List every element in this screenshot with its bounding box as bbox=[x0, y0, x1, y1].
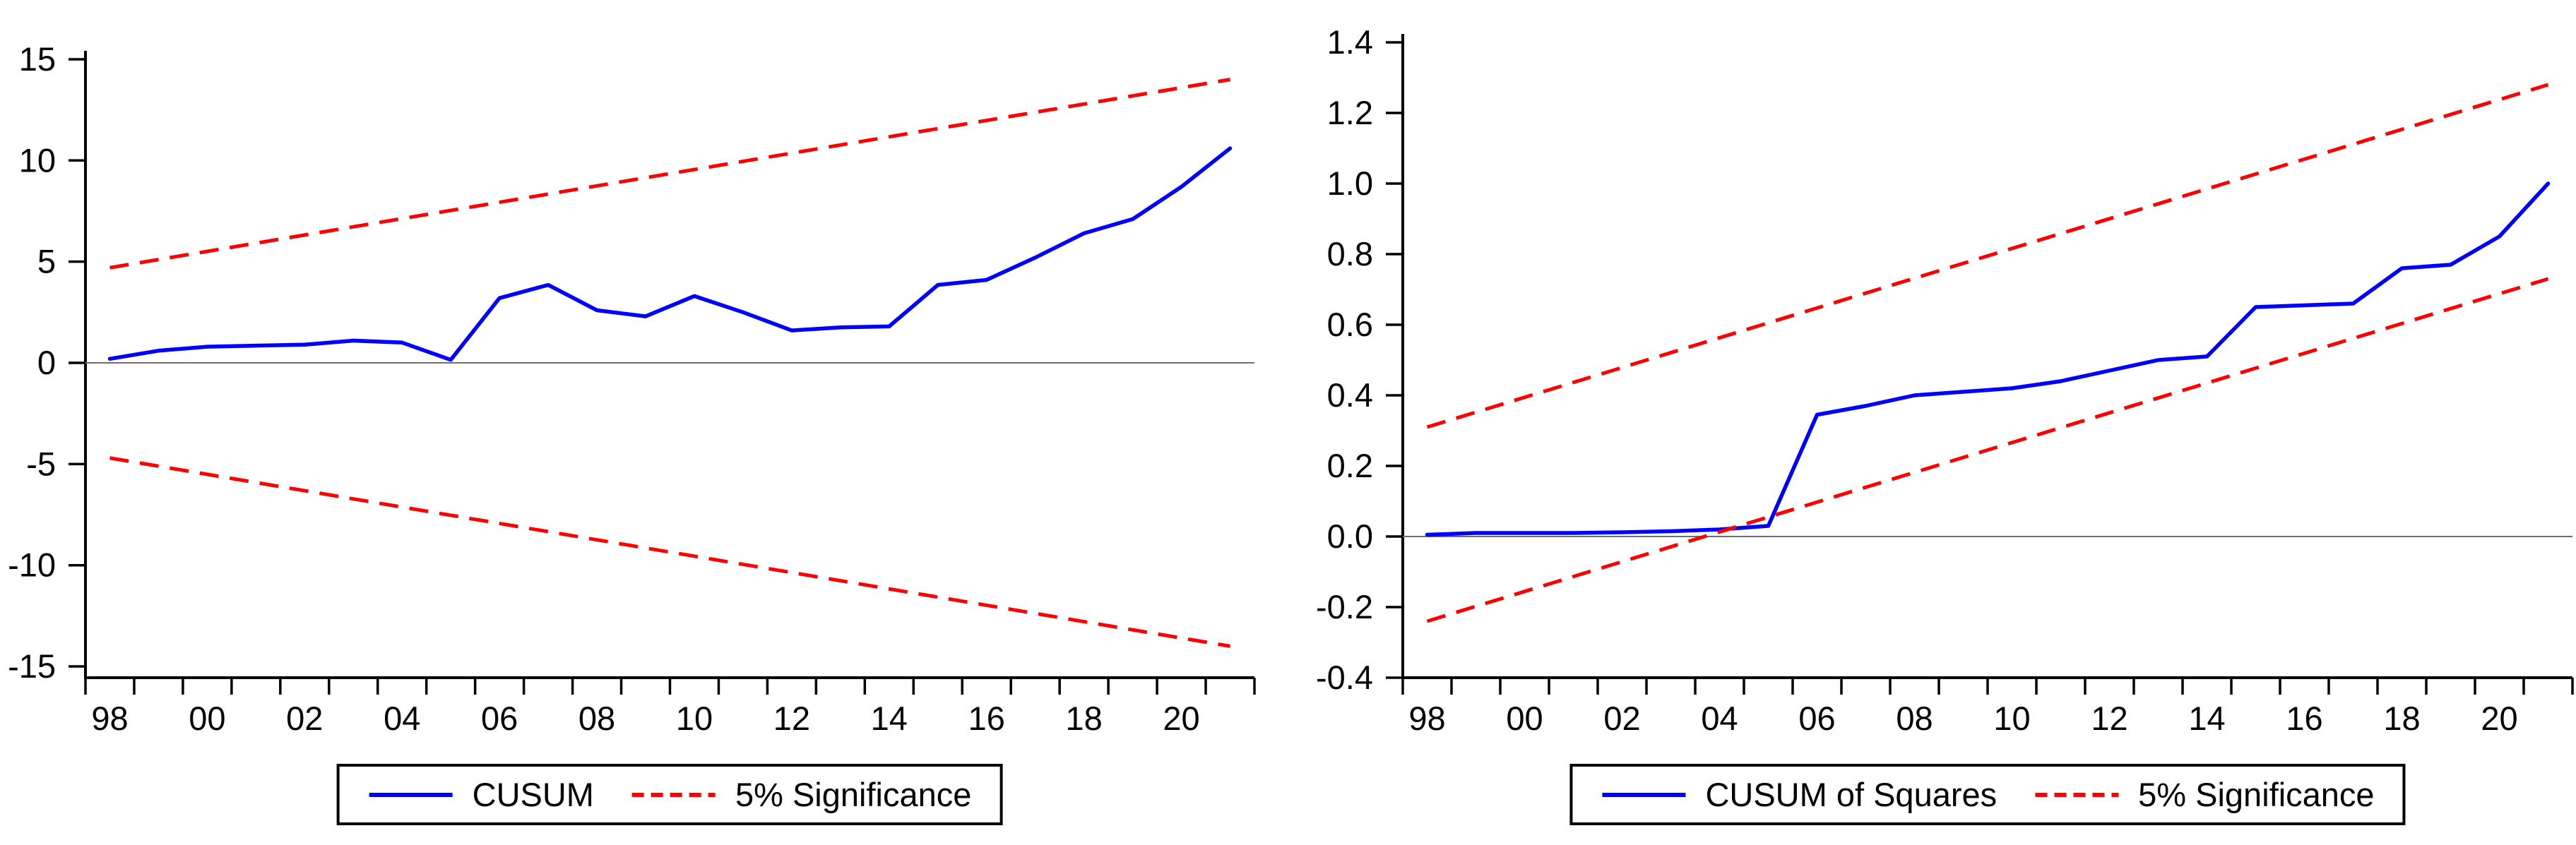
svg-text:04: 04 bbox=[1701, 700, 1738, 737]
svg-text:-5: -5 bbox=[26, 445, 56, 482]
svg-text:00: 00 bbox=[1506, 700, 1543, 737]
cusum-of-squares-plot: 1.4 1.2 1.0 0.8 0.6 0.4 0.2 0.0 -0.2 -0.4 98 00 02 04… bbox=[1316, 23, 2574, 737]
svg-text:-0.4: -0.4 bbox=[1316, 659, 1373, 696]
svg-text:16: 16 bbox=[2286, 700, 2322, 737]
svg-text:0: 0 bbox=[37, 344, 56, 381]
legend-item-significance: 5% Significance bbox=[631, 775, 971, 814]
svg-text:02: 02 bbox=[1603, 700, 1640, 737]
svg-text:1.0: 1.0 bbox=[1327, 164, 1373, 202]
significance-line-sample-icon bbox=[631, 792, 716, 797]
svg-text:06: 06 bbox=[481, 700, 518, 737]
svg-text:20: 20 bbox=[2481, 700, 2517, 737]
svg-text:12: 12 bbox=[2091, 700, 2127, 737]
legend-label-cusum: CUSUM bbox=[472, 776, 594, 813]
svg-text:08: 08 bbox=[1896, 700, 1933, 737]
svg-text:02: 02 bbox=[286, 700, 323, 737]
svg-text:-15: -15 bbox=[8, 647, 56, 685]
svg-text:15: 15 bbox=[19, 40, 56, 78]
svg-text:0.8: 0.8 bbox=[1327, 235, 1373, 272]
svg-text:98: 98 bbox=[1408, 700, 1445, 737]
svg-text:0.2: 0.2 bbox=[1327, 447, 1373, 484]
svg-text:1.2: 1.2 bbox=[1327, 94, 1373, 131]
cusum-of-squares-legend: CUSUM of Squares 5% Significance bbox=[1569, 764, 2406, 825]
svg-text:10: 10 bbox=[676, 700, 713, 737]
legend-label-significance: 5% Significance bbox=[735, 776, 972, 813]
svg-text:16: 16 bbox=[968, 700, 1005, 737]
svg-text:18: 18 bbox=[2383, 700, 2420, 737]
svg-text:5: 5 bbox=[37, 243, 56, 280]
svg-text:06: 06 bbox=[1798, 700, 1835, 737]
svg-text:10: 10 bbox=[19, 141, 56, 179]
svg-text:-10: -10 bbox=[8, 546, 56, 584]
significance-line-sample-icon bbox=[2035, 792, 2119, 797]
svg-text:10: 10 bbox=[1993, 700, 2030, 737]
cusum-line-sample-icon bbox=[369, 792, 453, 797]
svg-text:08: 08 bbox=[578, 700, 615, 737]
svg-text:14: 14 bbox=[871, 700, 908, 737]
cusum-chart: 15 10 5 0 -5 -10 -15 98 00 02 04 06 08 10 12 14 16 18 20 C… bbox=[8, 40, 1256, 825]
svg-text:98: 98 bbox=[91, 700, 128, 737]
svg-text:12: 12 bbox=[773, 700, 810, 737]
svg-text:14: 14 bbox=[2188, 700, 2225, 737]
legend-item-cusum: CUSUM bbox=[368, 775, 594, 814]
svg-text:00: 00 bbox=[189, 700, 225, 737]
legend-item-significance-2: 5% Significance bbox=[2034, 775, 2375, 814]
svg-text:20: 20 bbox=[1163, 700, 1199, 737]
svg-text:-0.2: -0.2 bbox=[1316, 588, 1373, 625]
cusum-of-squares-chart: 1.4 1.2 1.0 0.8 0.6 0.4 0.2 0.0 -0.2 -0.4 98 00 02 04… bbox=[1288, 0, 2576, 845]
legend-item-cusum-of-squares: CUSUM of Squares bbox=[1601, 775, 1997, 814]
svg-text:0.6: 0.6 bbox=[1327, 306, 1373, 343]
cusum-plot: 15 10 5 0 -5 -10 -15 98 00 02 04 06 08 10 12 14 16 18 20 bbox=[8, 40, 1256, 737]
svg-text:04: 04 bbox=[384, 700, 420, 737]
svg-text:0.0: 0.0 bbox=[1327, 517, 1373, 555]
svg-text:18: 18 bbox=[1066, 700, 1103, 737]
cusum-legend: CUSUM 5% Significance bbox=[336, 764, 1003, 825]
svg-text:1.4: 1.4 bbox=[1327, 23, 1373, 61]
cusum-of-squares-line-sample-icon bbox=[1602, 792, 1686, 797]
svg-text:0.4: 0.4 bbox=[1327, 376, 1373, 414]
legend-label-cusum-of-squares: CUSUM of Squares bbox=[1705, 776, 1998, 813]
legend-label-significance-2: 5% Significance bbox=[2138, 776, 2375, 813]
